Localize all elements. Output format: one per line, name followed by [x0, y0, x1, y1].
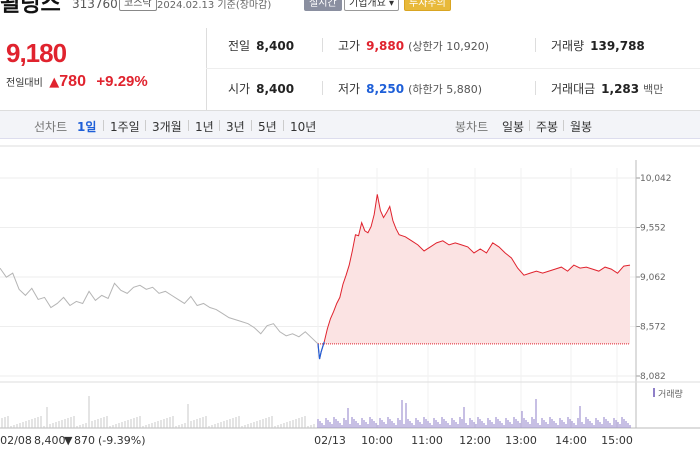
market-badge: 코스닥: [119, 0, 157, 11]
y-tick-label: 9,062: [640, 273, 666, 283]
open-cell: 시가 8,400: [228, 80, 294, 97]
x-tick-label: 15:00: [601, 434, 633, 447]
low-cell: 저가 8,250 (하한가 5,880): [338, 80, 482, 97]
x-tick-label: 02/13: [314, 434, 346, 447]
x-tick-label: 10:00: [361, 434, 393, 447]
divider: [103, 120, 104, 131]
divider: [535, 81, 536, 95]
high-label: 고가: [338, 39, 361, 53]
divider: [322, 81, 323, 95]
candle-daily[interactable]: 일봉: [502, 120, 525, 134]
period-5y[interactable]: 5년: [258, 120, 277, 134]
divider: [322, 38, 323, 52]
x-tick-label: 14:00: [555, 434, 587, 447]
prev-day-line: [0, 267, 319, 345]
period-1y[interactable]: 1년: [195, 120, 214, 134]
volume-legend-swatch: [653, 388, 655, 397]
line-chart-label: 선차트: [34, 120, 68, 134]
stock-header: 될링스 313760 코스닥 2024.02.13 기준(장마감) 실시간 기업…: [0, 0, 700, 14]
prev-close-value: 8,400: [256, 39, 295, 53]
chart-toolbar: 선차트 1일 1주일 3개월 1년 3년 5년 10년 봉차트 일봉 주봉 월봉: [0, 111, 700, 139]
warning-badge[interactable]: 투자주의: [404, 0, 451, 11]
volume-label: 거래량: [551, 39, 585, 53]
today-fill-area: [318, 194, 630, 344]
change-amount: 780: [59, 73, 86, 90]
x-tick-label: 12:00: [459, 434, 491, 447]
company-overview-button[interactable]: 기업개요 ▾: [344, 0, 399, 11]
volume-label: 거래량: [658, 388, 683, 400]
open-value: 8,400: [256, 82, 295, 96]
divider: [206, 28, 207, 110]
prev-day-price: 8,400: [34, 434, 66, 447]
price-change: 전일대비 ▲780 +9.29%: [6, 73, 148, 91]
period-1w[interactable]: 1주일: [110, 120, 140, 134]
divider: [206, 68, 700, 69]
x-tick-label: 11:00: [411, 434, 443, 447]
amount-label: 거래대금: [551, 82, 596, 96]
change-label: 전일대비: [6, 78, 43, 89]
date-label: 2024.02.13 기준(장마감): [157, 0, 272, 11]
prev-close-cell: 전일 8,400: [228, 37, 294, 54]
divider: [145, 120, 146, 131]
candle-monthly[interactable]: 월봉: [570, 120, 593, 134]
period-10y[interactable]: 10년: [290, 120, 317, 134]
y-tick-label: 10,042: [640, 174, 672, 184]
realtime-badge[interactable]: 실시간: [304, 0, 342, 11]
upper-limit: (상한가 10,920): [408, 40, 489, 53]
prev-close-label: 전일: [228, 39, 251, 53]
price-panel: 9,180 전일대비 ▲780 +9.29%: [0, 28, 206, 110]
amount-unit: 백만: [643, 83, 664, 96]
divider: [535, 38, 536, 52]
divider: [251, 120, 252, 131]
divider: [188, 120, 189, 131]
period-1d[interactable]: 1일: [77, 120, 97, 134]
divider: [0, 110, 700, 111]
divider: [219, 120, 220, 131]
open-label: 시가: [228, 82, 251, 96]
low-label: 저가: [338, 82, 361, 96]
stock-name: 될링스: [0, 0, 61, 14]
low-value: 8,250: [366, 82, 405, 96]
period-3y[interactable]: 3년: [226, 120, 245, 134]
triangle-down-icon: ▼: [64, 434, 73, 447]
candle-weekly[interactable]: 주봉: [536, 120, 559, 134]
prev-day-change: 870: [74, 434, 95, 447]
divider: [563, 120, 564, 131]
stock-code: 313760: [72, 0, 118, 11]
volume-cell: 거래량 139,788: [551, 37, 645, 54]
divider: [283, 120, 284, 131]
amount-value: 1,283: [601, 82, 640, 96]
period-3m[interactable]: 3개월: [152, 120, 182, 134]
x-tick-label: 02/08: [0, 434, 32, 447]
divider: [529, 120, 530, 131]
y-tick-label: 9,552: [640, 224, 666, 234]
lower-limit: (하한가 5,880): [408, 83, 482, 96]
y-tick-label: 8,082: [640, 372, 666, 382]
triangle-up-icon: ▲: [49, 75, 60, 90]
today-dip-line: [317, 341, 325, 360]
high-value: 9,880: [366, 39, 405, 53]
prev-day-pct: (-9.39%): [98, 434, 146, 447]
today-line: [317, 194, 631, 360]
price-chart[interactable]: 10,042 9,552 9,062 8,572 8,082 거래량 02/08 02/13 1…: [0, 140, 700, 450]
high-cell: 고가 9,880 (상한가 10,920): [338, 37, 489, 54]
volume-value: 139,788: [590, 39, 645, 53]
y-tick-label: 8,572: [640, 323, 666, 333]
x-tick-label: 13:00: [505, 434, 537, 447]
current-price: 9,180: [6, 38, 67, 68]
amount-cell: 거래대금 1,283 백만: [551, 80, 663, 97]
candle-chart-label: 봉차트: [455, 120, 489, 134]
change-percent: +9.29%: [96, 73, 148, 90]
